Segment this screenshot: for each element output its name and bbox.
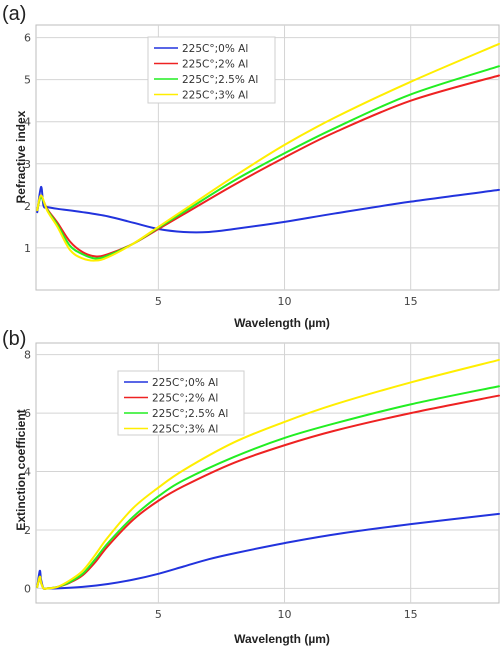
panel-a-series-line-3: [36, 42, 500, 262]
panel-b-x-tick-label: 15: [404, 608, 418, 621]
panel-b-y-tick-label: 6: [24, 407, 31, 420]
panel-a-x-tick-label: 5: [155, 295, 162, 308]
panel-a-legend-label: 225C°;0% Al: [182, 43, 248, 55]
panel-b-legend-label: 225C°;2% Al: [152, 393, 218, 405]
panel-b-plot-area: [35, 342, 500, 604]
panel-a-legend: 225C°;0% Al 225C°;2% Al 225C°;2.5% Al 225C°…: [147, 36, 276, 104]
panel-a-x-axis-label: Wavelength (µm): [234, 316, 330, 330]
panel-a-y-tick-label: 6: [24, 32, 31, 45]
panel-a-legend-label: 225C°;2.5% Al: [182, 74, 258, 86]
panel-a-legend-label: 225C°;2% Al: [182, 59, 248, 71]
panel-b-series-line-3: [36, 358, 500, 590]
panel-a-legend-label: 225C°;3% Al: [182, 90, 248, 102]
panel-b-y-tick-label: 0: [24, 582, 31, 595]
panel-b-legend: 225C°;0% Al 225C°;2% Al 225C°;2.5% Al 225C°…: [117, 370, 245, 436]
panel-a-y-tick-label: 2: [24, 200, 31, 213]
panel-b-gridlines: [36, 343, 499, 603]
panel-a-y-axis-label: Refractive index: [14, 110, 28, 203]
panel-b-legend-label: 225C°;0% Al: [152, 377, 218, 389]
panel-a: (a) 5 10 15 1 2 3 4 5 6 Wavelength (µm) Refracti…: [2, 3, 500, 330]
panel-b-y-tick-label: 4: [24, 466, 31, 479]
panel-a-plot-area: [35, 24, 500, 291]
panel-a-series: [36, 42, 500, 262]
panel-b-series-line-1: [36, 394, 500, 590]
panel-a-label: (a): [2, 3, 26, 25]
panel-b-x-tick-label: 10: [278, 608, 292, 621]
panel-b-legend-label: 225C°;3% Al: [152, 424, 218, 436]
panel-a-y-tick-label: 3: [24, 158, 31, 171]
panel-a-ticks: 5 10 15 1 2 3 4 5 6: [24, 32, 418, 308]
panel-b-series-line-2: [36, 385, 500, 590]
panel-b-y-tick-label: 8: [24, 349, 31, 362]
panel-a-series-line-0: [36, 185, 500, 234]
panel-a-y-tick-label: 5: [24, 74, 31, 87]
panel-a-y-tick-label: 4: [24, 116, 31, 129]
panel-b-x-axis-label: Wavelength (µm): [234, 632, 330, 646]
panel-a-x-tick-label: 10: [278, 295, 292, 308]
panel-b-legend-label: 225C°;2.5% Al: [152, 408, 228, 420]
panel-b-y-axis-label: Extinction coefficient: [14, 409, 28, 530]
panel-b-label: (b): [2, 328, 26, 350]
panel-b-series-line-0: [36, 512, 500, 591]
panel-b-y-tick-label: 2: [24, 524, 31, 537]
panel-a-x-tick-label: 15: [404, 295, 418, 308]
panel-b-x-tick-label: 5: [155, 608, 162, 621]
panel-b-series: [36, 358, 500, 591]
panel-a-y-tick-label: 1: [24, 242, 31, 255]
panel-b-ticks: 5 10 15 0 2 4 6 8: [24, 349, 418, 621]
panel-b: (b) 5 10 15 0 2 4 6 8 Wavelength (µm) Extinctio…: [2, 328, 500, 646]
